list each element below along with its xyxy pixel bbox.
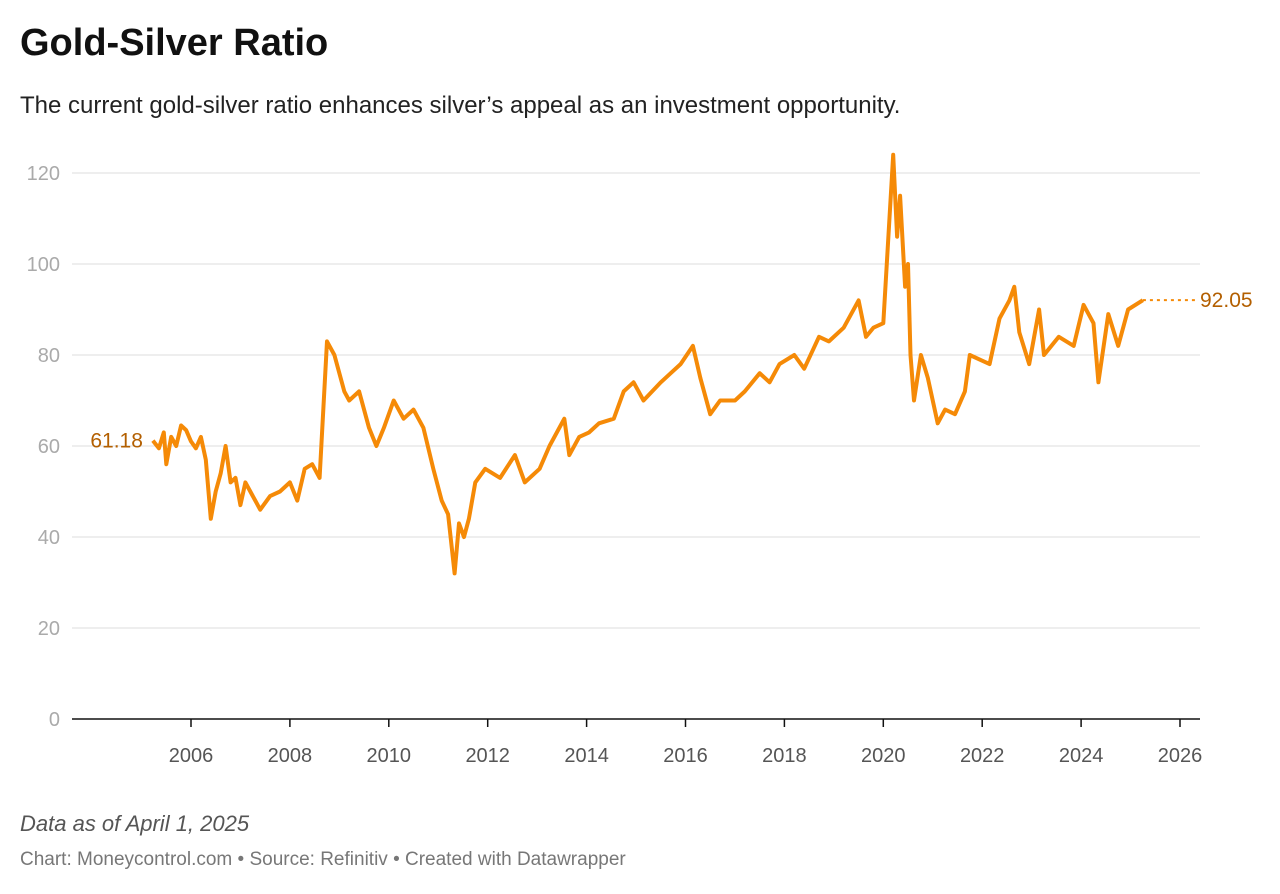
chart-title: Gold-Silver Ratio (20, 22, 329, 64)
series-line (151, 152, 1144, 576)
y-tick-label: 60 (38, 436, 60, 458)
x-tick-label: 2026 (1158, 745, 1203, 767)
y-tick-label: 100 (27, 254, 60, 276)
x-tick-label: 2016 (663, 745, 708, 767)
x-tick-label: 2014 (564, 745, 609, 767)
x-axis-ticks: 2006 2008 2010 2012 2014 2016 2018 2020 2022 2024… (169, 719, 1203, 767)
line-chart: 0 20 40 60 80 100 120 2006 2008 2010 2012 2014 2016… (27, 152, 1253, 767)
chart-credits: Chart: Moneycontrol.com • Source: Refini… (20, 849, 626, 870)
y-axis-ticks: 0 20 40 60 80 100 120 (27, 163, 60, 731)
x-tick-label: 2018 (762, 745, 807, 767)
start-value-label: 61.18 (90, 430, 143, 453)
y-tick-label: 40 (38, 527, 60, 549)
data-date-note: Data as of April 1, 2025 (20, 811, 250, 836)
end-value-label: 92.05 (1200, 289, 1253, 312)
x-tick-label: 2010 (367, 745, 412, 767)
x-tick-label: 2008 (268, 745, 313, 767)
x-tick-label: 2024 (1059, 745, 1104, 767)
y-tick-label: 20 (38, 618, 60, 640)
y-tick-label: 80 (38, 345, 60, 367)
y-tick-label: 120 (27, 163, 60, 185)
chart-subtitle: The current gold-silver ratio enhances s… (20, 92, 901, 119)
x-tick-label: 2022 (960, 745, 1005, 767)
y-tick-label: 0 (49, 709, 60, 731)
x-tick-label: 2020 (861, 745, 906, 767)
x-tick-label: 2012 (465, 745, 510, 767)
gridlines (72, 172, 1200, 629)
x-tick-label: 2006 (169, 745, 214, 767)
